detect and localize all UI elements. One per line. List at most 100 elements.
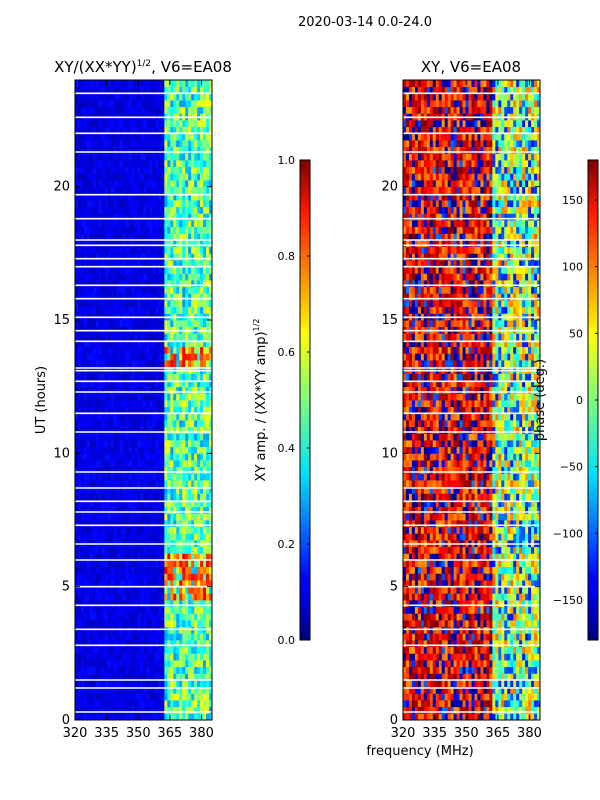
heatmap-cell [408, 713, 413, 720]
heatmap-cell [200, 186, 204, 194]
heatmap-cell [164, 133, 168, 141]
heatmap-cell [140, 593, 144, 601]
heatmap-cell [86, 586, 91, 594]
heatmap-cell [525, 673, 529, 681]
heatmap-cell [176, 600, 180, 608]
heatmap-cell [101, 626, 106, 634]
heatmap-cell [182, 86, 186, 94]
heatmap-cell [158, 160, 162, 168]
heatmap-cell [203, 666, 207, 674]
heatmap-cell [167, 626, 171, 634]
heatmap-cell [194, 560, 198, 568]
heatmap-cell [513, 680, 517, 688]
heatmap-cell [450, 686, 455, 694]
heatmap-cell [149, 480, 153, 488]
heatmap-cell [179, 166, 183, 174]
heatmap-cell [152, 446, 156, 454]
heatmap-cell [164, 120, 168, 128]
heatmap-cell [77, 120, 82, 128]
heatmap-cell [167, 493, 171, 501]
heatmap-cell [161, 600, 165, 608]
heatmap-cell [101, 193, 106, 201]
heatmap-cell [513, 713, 517, 720]
heatmap-cell [197, 646, 201, 654]
heatmap-cell [173, 200, 177, 208]
heatmap-cell [116, 260, 121, 268]
heatmap-cell [209, 320, 212, 328]
heatmap-cell [459, 646, 463, 654]
heatmap-cell [95, 653, 100, 661]
heatmap-cell [164, 606, 168, 614]
heatmap-cell [143, 260, 147, 268]
heatmap-cell [206, 666, 210, 674]
heatmap-cell [75, 660, 79, 668]
heatmap-cell [110, 640, 115, 648]
heatmap-cell [77, 560, 82, 568]
heatmap-cell [83, 606, 88, 614]
heatmap-cell [191, 686, 195, 694]
heatmap-cell [197, 346, 201, 354]
heatmap-cell [125, 553, 130, 561]
heatmap-cell [158, 206, 162, 214]
heatmap-cell [465, 666, 469, 674]
heatmap-cell [119, 433, 124, 441]
heatmap-cell [137, 393, 141, 401]
heatmap-cell [128, 413, 132, 421]
heatmap-cell [197, 126, 201, 134]
heatmap-cell [83, 706, 88, 714]
heatmap-cell [152, 293, 156, 301]
heatmap-cell [188, 626, 192, 634]
heatmap-cell [89, 140, 94, 148]
heatmap-cell [167, 266, 171, 274]
heatmap-cell [420, 666, 425, 674]
heatmap-cell [119, 166, 124, 174]
heatmap-cell [89, 166, 94, 174]
heatmap-cell [158, 346, 162, 354]
heatmap-cell [75, 506, 79, 514]
heatmap-cell [480, 660, 484, 668]
heatmap-cell [101, 413, 106, 421]
heatmap-cell [176, 633, 180, 641]
heatmap-cell [86, 413, 91, 421]
heatmap-cell [161, 460, 165, 468]
heatmap-cell [146, 700, 150, 708]
heatmap-cell [209, 620, 212, 628]
heatmap-cell [86, 466, 91, 474]
heatmap-cell [75, 120, 79, 128]
heatmap-cell [104, 653, 109, 661]
heatmap-cell [191, 426, 195, 434]
heatmap-cell [403, 680, 407, 688]
heatmap-cell [152, 380, 156, 388]
heatmap-cell [80, 153, 85, 161]
heatmap-cell [185, 286, 189, 294]
heatmap-cell [203, 260, 207, 268]
heatmap-cell [528, 673, 532, 681]
heatmap-cell [504, 706, 508, 714]
heatmap-cell [152, 626, 156, 634]
heatmap-cell [98, 660, 103, 668]
heatmap-cell [83, 266, 88, 274]
heatmap-cell [209, 420, 212, 428]
heatmap-cell [77, 226, 82, 234]
heatmap-cell [92, 140, 97, 148]
heatmap-cell [107, 533, 112, 541]
heatmap-cell [429, 713, 434, 720]
heatmap-cell [104, 700, 109, 708]
heatmap-cell [188, 226, 192, 234]
heatmap-cell [188, 633, 192, 641]
heatmap-cell [146, 353, 150, 361]
heatmap-cell [185, 280, 189, 288]
heatmap-cell [134, 440, 138, 448]
heatmap-cell [194, 466, 198, 474]
heatmap-cell [182, 593, 186, 601]
heatmap-cell [140, 246, 144, 254]
heatmap-cell [95, 413, 100, 421]
heatmap-cell [191, 640, 195, 648]
heatmap-cell [194, 360, 198, 368]
heatmap-cell [158, 446, 162, 454]
heatmap-cell [80, 620, 85, 628]
heatmap-cell [152, 386, 156, 394]
heatmap-cell [158, 553, 162, 561]
heatmap-cell [429, 653, 434, 661]
